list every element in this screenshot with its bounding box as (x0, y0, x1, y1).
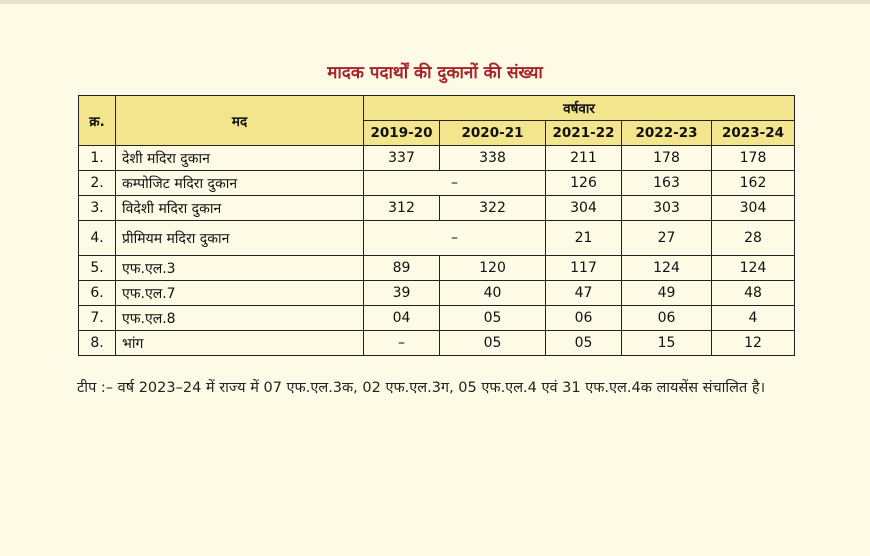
row-item: एफ.एल.3 (115, 255, 364, 281)
table-row: 4. प्रीमियम मदिरा दुकान – 21 27 28 (78, 220, 795, 256)
table-row: 2. कम्पोजिट मदिरा दुकान – 126 163 162 (78, 170, 795, 196)
row-item: विदेशी मदिरा दुकान (115, 195, 364, 221)
cell-value: 322 (439, 195, 546, 221)
cell-value: 124 (711, 255, 795, 281)
header-year: 2022-23 (621, 120, 712, 146)
cell-value: 124 (621, 255, 712, 281)
row-sno: 8. (78, 330, 116, 356)
cell-value: 337 (363, 145, 440, 171)
page-title: मादक पदार्थों की दुकानों की संख्या (327, 63, 543, 83)
table-row: 6. एफ.एल.7 39 40 47 49 48 (78, 280, 795, 306)
cell-value: 126 (545, 170, 622, 196)
cell-value: 06 (621, 305, 712, 331)
cell-value: 303 (621, 195, 712, 221)
table-row: 1. देशी मदिरा दुकान 337 338 211 178 178 (78, 145, 795, 171)
cell-value: 12 (711, 330, 795, 356)
cell-value: 178 (621, 145, 712, 171)
top-border (0, 0, 870, 4)
header-item: मद (115, 95, 364, 146)
cell-value: 21 (545, 220, 622, 256)
header-sno: क्र. (78, 95, 116, 146)
cell-value: 04 (363, 305, 440, 331)
row-sno: 6. (78, 280, 116, 306)
cell-value: – (363, 330, 440, 356)
cell-value: 39 (363, 280, 440, 306)
header-year: 2023-24 (711, 120, 795, 146)
cell-merged-dash: – (363, 220, 546, 256)
table-row: 7. एफ.एल.8 04 05 06 06 4 (78, 305, 795, 331)
row-sno: 4. (78, 220, 116, 256)
cell-value: 178 (711, 145, 795, 171)
cell-value: 06 (545, 305, 622, 331)
cell-value: 312 (363, 195, 440, 221)
cell-value: 117 (545, 255, 622, 281)
cell-value: 48 (711, 280, 795, 306)
shops-table: क्र. मद वर्षवार 2019-20 2020-21 2021-22 … (78, 95, 795, 356)
cell-value: 05 (545, 330, 622, 356)
cell-value: 304 (711, 195, 795, 221)
cell-value: 4 (711, 305, 795, 331)
table-row: 3. विदेशी मदिरा दुकान 312 322 304 303 30… (78, 195, 795, 221)
row-sno: 3. (78, 195, 116, 221)
cell-value: 120 (439, 255, 546, 281)
cell-value: 163 (621, 170, 712, 196)
header-year: 2020-21 (439, 120, 546, 146)
cell-value: 162 (711, 170, 795, 196)
cell-value: 40 (439, 280, 546, 306)
table-row: 5. एफ.एल.3 89 120 117 124 124 (78, 255, 795, 281)
cell-value: 47 (545, 280, 622, 306)
row-item: भांग (115, 330, 364, 356)
row-item: देशी मदिरा दुकान (115, 145, 364, 171)
cell-merged-dash: – (363, 170, 546, 196)
cell-value: 304 (545, 195, 622, 221)
header-year: 2021-22 (545, 120, 622, 146)
cell-value: 89 (363, 255, 440, 281)
footnote: टीप :– वर्ष 2023–24 में राज्य में 07 एफ.… (77, 380, 766, 396)
cell-value: 05 (439, 330, 546, 356)
cell-value: 27 (621, 220, 712, 256)
row-sno: 7. (78, 305, 116, 331)
table-row: 8. भांग – 05 05 15 12 (78, 330, 795, 356)
row-item: प्रीमियम मदिरा दुकान (115, 220, 364, 256)
row-sno: 2. (78, 170, 116, 196)
cell-value: 05 (439, 305, 546, 331)
row-item: एफ.एल.8 (115, 305, 364, 331)
row-item: एफ.एल.7 (115, 280, 364, 306)
cell-value: 49 (621, 280, 712, 306)
header-year: 2019-20 (363, 120, 440, 146)
row-sno: 1. (78, 145, 116, 171)
cell-value: 338 (439, 145, 546, 171)
header-yearwise: वर्षवार (363, 95, 795, 121)
cell-value: 28 (711, 220, 795, 256)
row-item: कम्पोजिट मदिरा दुकान (115, 170, 364, 196)
row-sno: 5. (78, 255, 116, 281)
cell-value: 15 (621, 330, 712, 356)
cell-value: 211 (545, 145, 622, 171)
